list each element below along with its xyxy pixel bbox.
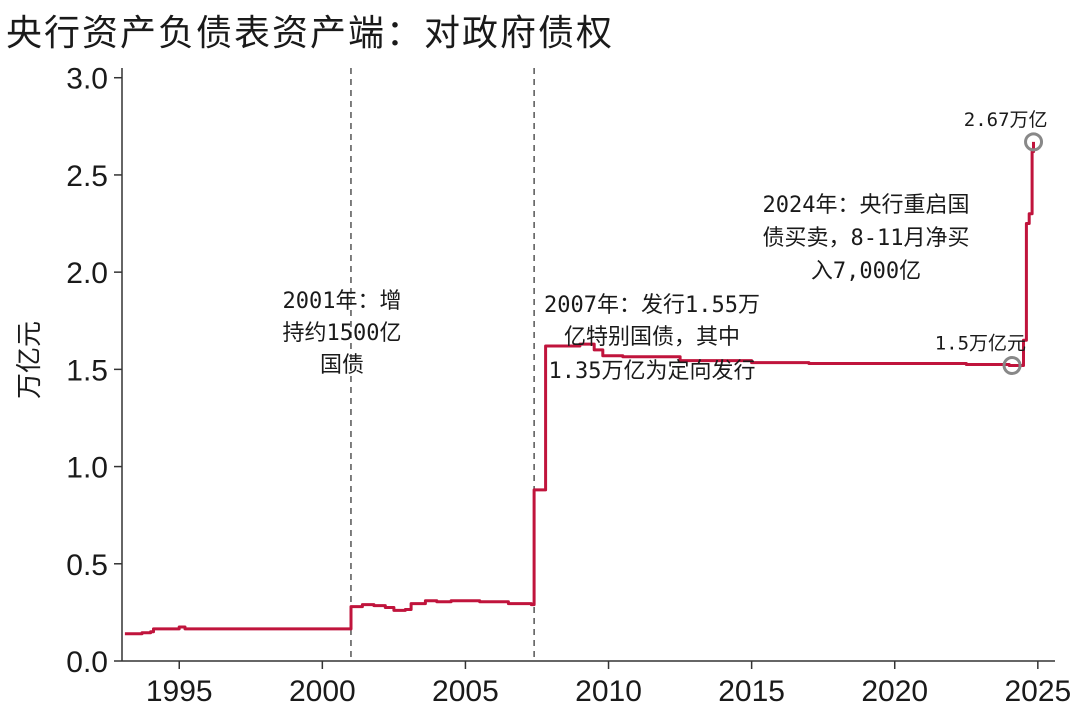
y-tick-label: 2.5 — [66, 160, 108, 193]
y-axis-label: 万亿元 — [15, 321, 45, 399]
annotation-2007-line1: 2007年：发行1.55万 — [544, 293, 760, 318]
x-tick-label: 1995 — [146, 675, 213, 708]
annotation-2001-line2: 持约1500亿 — [283, 321, 402, 346]
highlight-markers: 1.5万亿元 2.67万亿 — [935, 109, 1048, 375]
x-ticks: 1995 2000 2005 2010 2015 2020 2025 — [146, 661, 1071, 708]
y-tick-label: 2.0 — [66, 257, 108, 290]
highlight-circle-marker — [1024, 132, 1044, 152]
annotation-2007-line3: 1.35万亿为定向发行 — [549, 359, 756, 384]
y-tick-label: 3.0 — [66, 63, 108, 96]
highlight-circle-marker — [1002, 355, 1022, 375]
annotation-2007: 2007年：发行1.55万 亿特别国债，其中 1.35万亿为定向发行 — [544, 293, 760, 384]
government-claims-line — [124, 141, 1035, 636]
y-tick-label: 1.0 — [66, 452, 108, 485]
y-ticks: 0.0 0.5 1.0 1.5 2.0 2.5 3.0 — [66, 63, 122, 679]
x-tick-label: 2020 — [861, 675, 928, 708]
annotation-2007-line2: 亿特别国债，其中 — [564, 325, 740, 350]
annotation-2024: 2024年：央行重启国 债买卖，8-11月净买 入7,000亿 — [763, 193, 970, 284]
chart-title: 央行资产负债表资产端：对政府债权 — [6, 13, 615, 54]
x-tick-label: 2025 — [1004, 675, 1071, 708]
annotation-2001: 2001年：增 持约1500亿 国债 — [283, 289, 402, 378]
x-tick-label: 2005 — [432, 675, 499, 708]
annotation-2024-line1: 2024年：央行重启国 — [763, 193, 970, 218]
marker-value-label: 1.5万亿元 — [935, 332, 1026, 354]
annotation-2024-line2: 债买卖，8-11月净买 — [763, 226, 970, 251]
y-tick-label: 0.0 — [66, 646, 108, 679]
x-tick-label: 2010 — [575, 675, 642, 708]
annotation-2001-line3: 国债 — [320, 353, 364, 378]
x-tick-label: 2015 — [718, 675, 785, 708]
annotation-2001-line1: 2001年：增 — [283, 289, 402, 314]
y-tick-label: 0.5 — [66, 549, 108, 582]
event-reference-lines — [350, 68, 535, 661]
annotation-2024-line3: 入7,000亿 — [811, 259, 921, 284]
x-tick-label: 2000 — [289, 675, 356, 708]
marker-value-label: 2.67万亿 — [964, 109, 1048, 131]
y-tick-label: 1.5 — [66, 354, 108, 387]
